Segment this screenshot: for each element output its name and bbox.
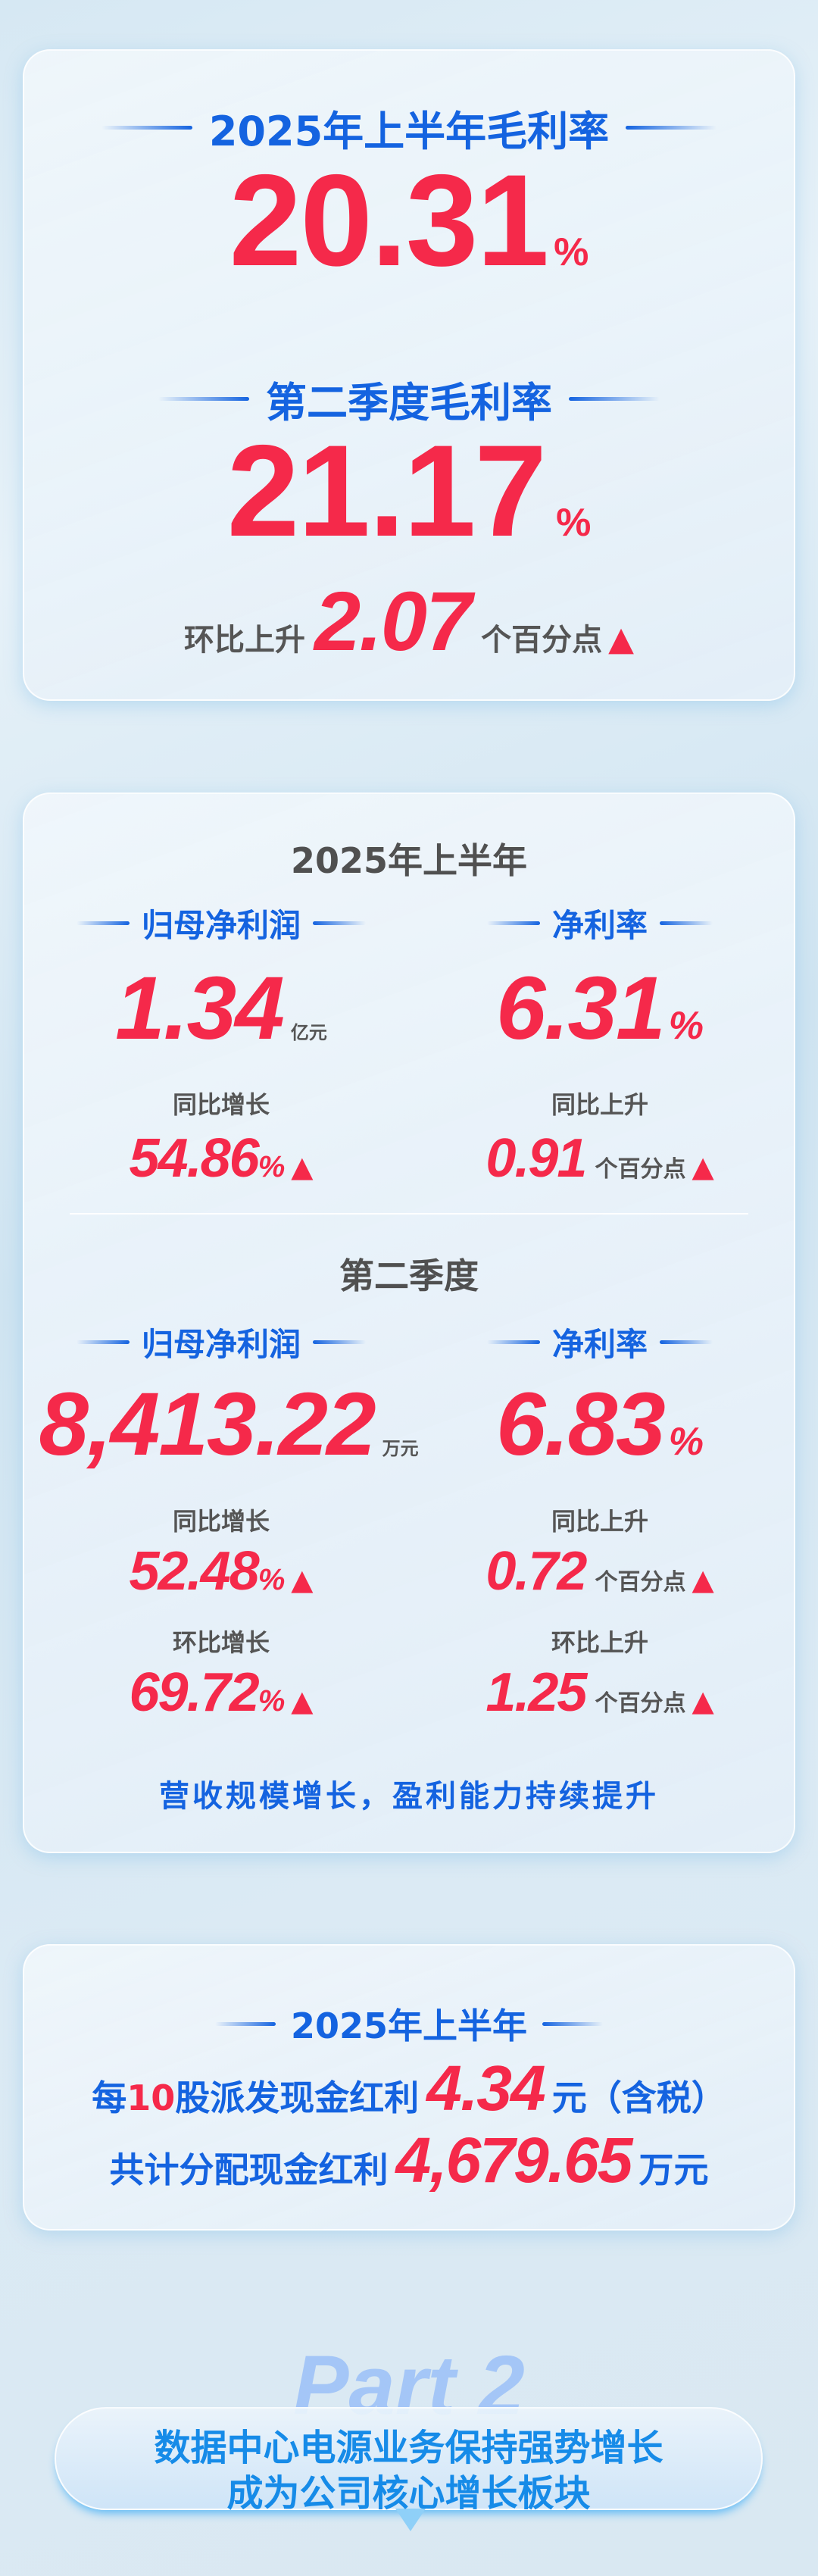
- divider-line: [626, 126, 717, 130]
- slogan: 营收规模增长，盈利能力持续提升: [159, 1779, 659, 1814]
- dividend-per-10-shares: 4.34: [426, 2052, 545, 2124]
- percent-unit: %: [556, 501, 592, 545]
- banner-pointer: [395, 2509, 426, 2531]
- q2-net-profit-value: 8,413.22: [39, 1374, 376, 1474]
- divider-line: [486, 1340, 540, 1344]
- divider-line: [569, 397, 660, 401]
- divider-line: [542, 2021, 604, 2026]
- up-triangle-icon: ▲: [692, 1150, 714, 1183]
- unit-label: 万元: [382, 1438, 419, 1459]
- h1-gross-margin-value: 20.31: [229, 148, 549, 293]
- h1-net-profit-label: 归母净利润: [141, 907, 301, 944]
- divider-line: [486, 921, 540, 925]
- up-triangle-icon: ▲: [608, 620, 634, 658]
- h1-net-margin-value: 6.31: [496, 958, 666, 1058]
- dividend-card: 2025年上半年 每 10 股派发现金红利 4.34 元（含税） 共计分配现金红…: [23, 1944, 795, 2231]
- up-triangle-icon: ▲: [291, 1563, 314, 1596]
- divider-line: [101, 126, 192, 130]
- unit-label: 个百分点: [595, 1569, 686, 1596]
- unit-label: 个百分点: [595, 1690, 686, 1717]
- qoq-unit: 个百分点: [481, 623, 603, 658]
- qoq-label: 环比上升: [551, 1628, 648, 1657]
- part2-headline-line1: 数据中心电源业务保持强势增长: [154, 2427, 663, 2469]
- gross-margin-card: 2025年上半年毛利率 20.31 % 第二季度毛利率 21.17 % 环比上升…: [23, 49, 795, 701]
- dividend-title: 2025年上半年: [290, 2005, 528, 2046]
- yoy-label: 同比上升: [551, 1090, 648, 1119]
- q2-net-margin-qoq-value: 1.25: [485, 1662, 587, 1723]
- q2-net-profit-yoy-value: 52.48: [129, 1541, 260, 1602]
- h1-net-profit-yoy-value: 54.86: [129, 1128, 260, 1189]
- divider-line: [158, 397, 249, 401]
- h1-gross-margin-heading: 2025年上半年毛利率: [24, 98, 794, 158]
- percent-unit: %: [258, 1150, 286, 1183]
- q2-net-margin-label: 净利率: [551, 1326, 648, 1363]
- qoq-label: 环比上升: [184, 623, 306, 658]
- h1-net-profit-value: 1.34: [115, 958, 285, 1058]
- percent-unit: %: [668, 1004, 704, 1048]
- percent-unit: %: [668, 1420, 704, 1464]
- percent-unit: %: [258, 1563, 286, 1596]
- divider-line: [313, 921, 366, 925]
- h1-gross-margin-title: 2025年上半年毛利率: [208, 108, 610, 155]
- up-triangle-icon: ▲: [291, 1684, 314, 1718]
- qoq-label: 环比增长: [172, 1628, 270, 1657]
- h1-net-margin-label: 净利率: [551, 907, 648, 944]
- yoy-label: 同比上升: [551, 1507, 648, 1536]
- up-triangle-icon: ▲: [692, 1684, 714, 1718]
- yoy-label: 同比增长: [172, 1090, 270, 1119]
- h1-net-margin-yoy-value: 0.91: [485, 1128, 587, 1189]
- unit-label: 个百分点: [595, 1156, 686, 1183]
- share-count: 10: [126, 2077, 176, 2118]
- divider-line: [76, 1340, 130, 1344]
- q2-net-margin-yoy-value: 0.72: [485, 1541, 587, 1602]
- up-triangle-icon: ▲: [692, 1563, 714, 1596]
- q2-net-profit-label: 归母净利润: [141, 1326, 301, 1363]
- section-divider: [70, 1213, 748, 1215]
- divider-line: [660, 921, 713, 925]
- divider-line: [214, 2021, 276, 2026]
- divider-line: [313, 1340, 366, 1344]
- total-dividend-value: 4,679.65: [395, 2124, 633, 2196]
- divider-line: [660, 1340, 713, 1344]
- qoq-value: 2.07: [314, 575, 472, 668]
- dividend-text: 元（含税）: [551, 2077, 726, 2118]
- dividend-text: 共计分配现金红利: [109, 2149, 389, 2190]
- q2-net-profit-qoq-value: 69.72: [129, 1662, 260, 1723]
- dividend-text: 万元: [638, 2149, 709, 2190]
- yoy-label: 同比增长: [172, 1507, 270, 1536]
- dividend-text: 每: [92, 2077, 127, 2118]
- part2-banner: 数据中心电源业务保持强势增长 成为公司核心增长板块: [55, 2407, 763, 2531]
- divider-line: [76, 921, 130, 925]
- q2-gross-margin-title: 第二季度毛利率: [266, 379, 552, 427]
- percent-unit: %: [258, 1684, 286, 1718]
- h1-section-title: 2025年上半年: [290, 840, 528, 881]
- unit-label: 亿元: [290, 1022, 327, 1043]
- q2-net-margin-value: 6.83: [496, 1374, 666, 1474]
- part2-headline-line2: 成为公司核心增长板块: [226, 2472, 591, 2515]
- percent-unit: %: [554, 230, 589, 274]
- net-profit-card: 2025年上半年 归母净利润 净利率 1.34 亿元 6.31 % 同比增长 同…: [23, 792, 795, 1853]
- up-triangle-icon: ▲: [291, 1150, 314, 1183]
- dividend-text: 股派发现金红利: [175, 2077, 420, 2118]
- q2-section-title: 第二季度: [339, 1255, 479, 1296]
- q2-gross-margin-value: 21.17: [226, 418, 547, 564]
